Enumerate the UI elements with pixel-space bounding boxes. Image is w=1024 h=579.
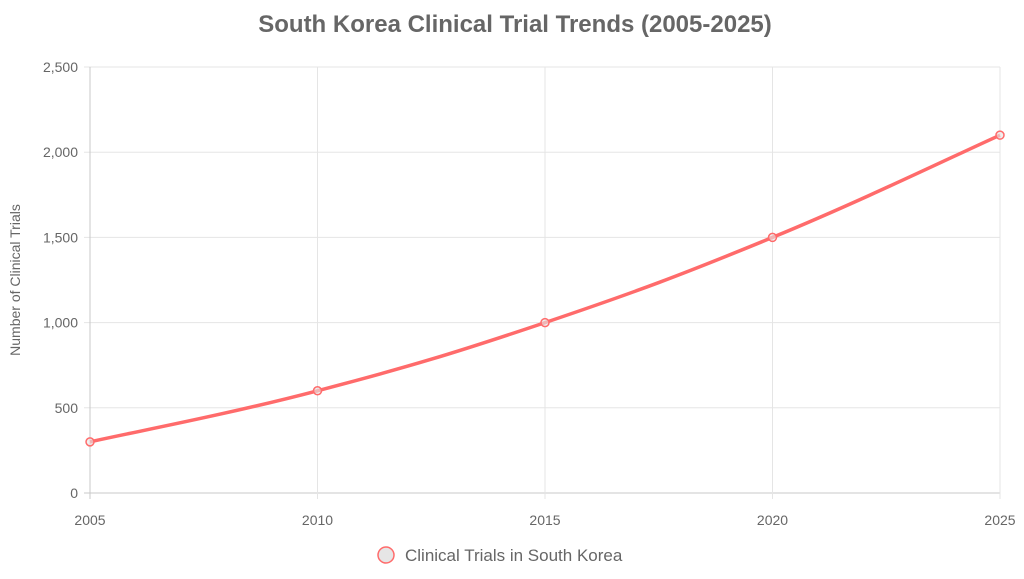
y-axis: 0 500 1,000 1,500 2,000 2,500 [43, 59, 78, 501]
data-point[interactable] [85, 437, 95, 447]
x-tick-label: 2020 [757, 512, 788, 528]
y-axis-label: Number of Clinical Trials [7, 204, 23, 356]
data-point[interactable] [767, 232, 778, 243]
legend-label: Clinical Trials in South Korea [405, 546, 623, 565]
data-point[interactable] [540, 317, 550, 328]
data-point[interactable] [995, 130, 1005, 140]
y-tick-label: 2,000 [43, 144, 78, 160]
legend-marker [377, 546, 395, 564]
chart-title: South Korea Clinical Trial Trends (2005-… [258, 11, 772, 38]
y-tick-label: 1,500 [43, 229, 78, 245]
legend[interactable]: Clinical Trials in South Korea [377, 546, 623, 565]
x-tick-label: 2005 [74, 512, 105, 528]
grid [84, 66, 1001, 499]
x-tick-label: 2010 [302, 512, 333, 528]
y-tick-label: 2,500 [43, 59, 78, 75]
x-axis: 2005 2010 2015 2020 2025 [74, 512, 1015, 528]
y-tick-label: 0 [70, 485, 78, 501]
x-tick-label: 2025 [984, 512, 1015, 528]
data-point[interactable] [312, 386, 323, 396]
x-tick-label: 2015 [529, 512, 560, 528]
y-tick-label: 1,000 [43, 315, 78, 331]
y-tick-label: 500 [55, 400, 79, 416]
series [85, 130, 1005, 447]
